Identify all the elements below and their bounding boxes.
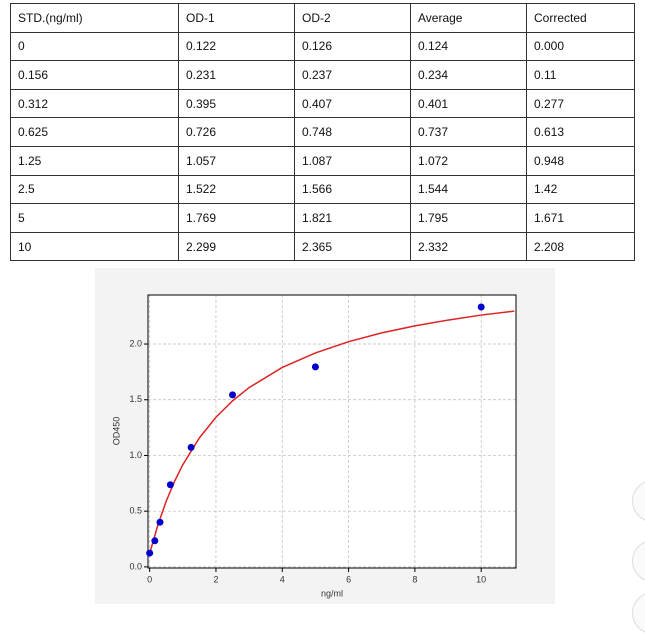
table-cell: 0.613 [526, 117, 635, 147]
table-cell: 0.126 [294, 31, 411, 62]
table-row: 10 2.299 2.365 2.332 2.208 [10, 231, 635, 262]
table-cell: 1.057 [178, 145, 295, 176]
x-tick-label: 4 [280, 574, 285, 584]
table-row: 2.5 1.522 1.566 1.544 1.42 [10, 174, 635, 205]
x-tick-label: 10 [476, 574, 486, 584]
table-cell: 0.625 [10, 117, 179, 147]
y-tick-label: 0.5 [129, 506, 142, 516]
data-point [477, 303, 485, 311]
table-cell: Corrected [526, 3, 635, 33]
table-cell: 5 [10, 203, 179, 233]
table-row: 1.25 1.057 1.087 1.072 0.948 [10, 145, 635, 176]
table-cell: 0 [10, 31, 179, 62]
data-point [166, 481, 174, 489]
decoration [632, 592, 645, 634]
chart: ng/ml OD450 0 2 4 6 8 10 0.0 0.5 1.0 1.5 2.0 [95, 268, 555, 604]
y-axis-label: OD450 [111, 417, 121, 446]
table-cell: 0.000 [526, 31, 635, 62]
table-cell: 0.401 [410, 88, 527, 119]
x-tick-label: 0 [147, 574, 152, 584]
y-tick-label: 1.5 [129, 394, 142, 404]
plot-area [148, 295, 516, 568]
x-axis-label: ng/ml [321, 588, 343, 598]
table-cell: 0.122 [178, 31, 295, 62]
page: {"table": { "header": ["STD.(ng/ml)", "O… [10, 3, 645, 634]
table-cell: 2.5 [10, 174, 179, 205]
table-cell: 2.299 [178, 231, 295, 262]
table-cell: 0.312 [10, 88, 179, 119]
table-cell: STD.(ng/ml) [10, 3, 179, 33]
data-point [156, 518, 164, 526]
decoration [632, 480, 645, 522]
table-cell: 1.566 [294, 174, 411, 205]
x-tick-label: 8 [412, 574, 417, 584]
table-cell: 2.208 [526, 231, 635, 262]
table-cell: 0.231 [178, 60, 295, 90]
table-cell: 0.407 [294, 88, 411, 119]
decoration [632, 540, 645, 582]
table-cell: 1.769 [178, 203, 295, 233]
table-cell: 1.544 [410, 174, 527, 205]
table-row: 0.156 0.231 0.237 0.234 0.11 [10, 60, 635, 90]
table-row: 0.625 0.726 0.748 0.737 0.613 [10, 117, 635, 147]
data-point [146, 549, 154, 557]
table-row: 0.312 0.395 0.407 0.401 0.277 [10, 88, 635, 119]
table-cell: 1.671 [526, 203, 635, 233]
data-point [311, 363, 319, 371]
table-cell: 0.748 [294, 117, 411, 147]
table-cell: OD-2 [294, 3, 411, 33]
table-cell: 1.42 [526, 174, 635, 205]
table-cell: 0.737 [410, 117, 527, 147]
table-cell: 1.25 [10, 145, 179, 176]
y-tick-label: 2.0 [129, 338, 142, 348]
table-header: STD.(ng/ml) OD-1 OD-2 Average Corrected [10, 3, 635, 33]
plot-frame [147, 294, 517, 569]
table-cell: OD-1 [178, 3, 295, 33]
table-cell: 0.124 [410, 31, 527, 62]
data-point [229, 391, 237, 399]
table-cell: 0.11 [526, 60, 635, 90]
table-cell: 0.156 [10, 60, 179, 90]
y-tick-label: 0.0 [129, 561, 142, 571]
table-cell: 2.365 [294, 231, 411, 262]
table-cell: 0.726 [178, 117, 295, 147]
table-cell: 1.087 [294, 145, 411, 176]
x-tick-label: 2 [213, 574, 218, 584]
data-point [151, 537, 159, 545]
table-cell: 1.821 [294, 203, 411, 233]
y-tick-label: 1.0 [129, 450, 142, 460]
table-cell: 10 [10, 231, 179, 262]
table-cell: 2.332 [410, 231, 527, 262]
data-point [187, 443, 195, 451]
table-cell: 0.237 [294, 60, 411, 90]
table-cell: 1.072 [410, 145, 527, 176]
table-cell: 0.948 [526, 145, 635, 176]
table-cell: 1.522 [178, 174, 295, 205]
fit-curve [148, 310, 515, 554]
table-cell: 0.234 [410, 60, 527, 90]
data-table: STD.(ng/ml) OD-1 OD-2 Average Corrected 0 0.12… [10, 3, 635, 262]
table-cell: 1.795 [410, 203, 527, 233]
table-cell: 0.395 [178, 88, 295, 119]
x-tick-label: 6 [346, 574, 351, 584]
table-row: 5 1.769 1.821 1.795 1.671 [10, 203, 635, 233]
table-cell: Average [410, 3, 527, 33]
table-row: 0 0.122 0.126 0.124 0.000 [10, 31, 635, 62]
table-cell: 0.277 [526, 88, 635, 119]
